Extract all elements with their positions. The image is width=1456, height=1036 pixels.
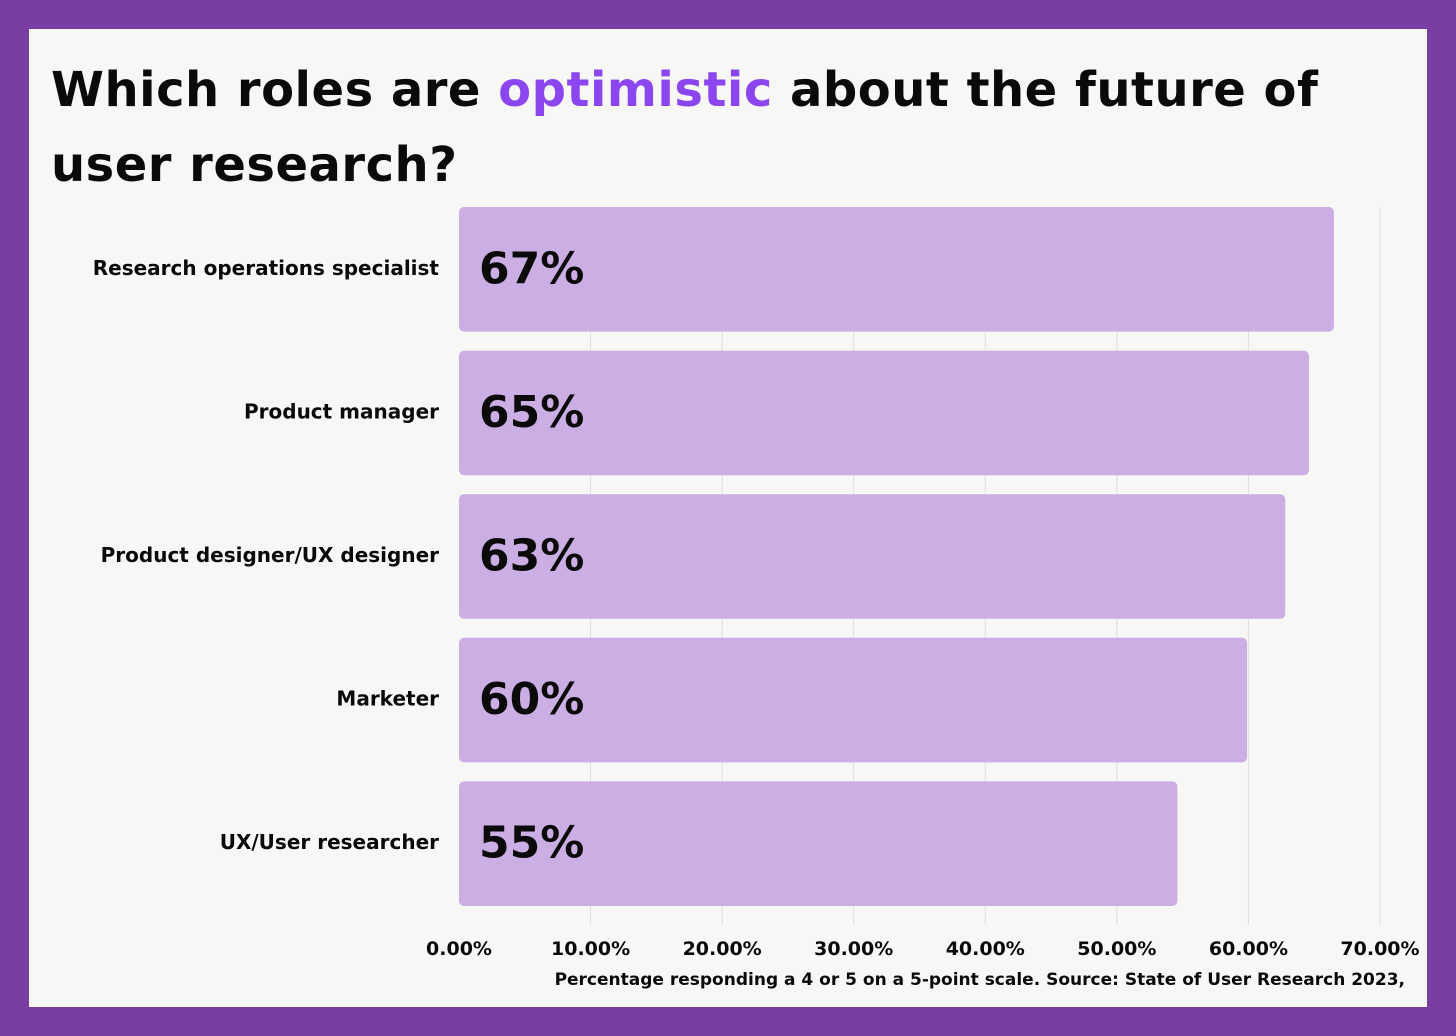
x-tick-label: 20.00%: [683, 938, 762, 960]
bar: [459, 781, 1178, 906]
x-tick-label: 0.00%: [426, 938, 492, 960]
value-label: 63%: [479, 531, 584, 582]
title-accent-word: optimistic: [498, 62, 773, 118]
bar-chart: Research operations specialist 67% Product…: [93, 207, 1420, 960]
category-label: UX/User researcher: [220, 830, 439, 854]
x-tick-label: 30.00%: [814, 938, 893, 960]
bar: [459, 494, 1286, 619]
value-label: 65%: [479, 387, 584, 438]
x-tick-label: 60.00%: [1209, 938, 1288, 960]
x-tick-label: 50.00%: [1077, 938, 1156, 960]
title-text-start: Which roles are: [51, 62, 499, 118]
title-text-end: about the future of user research?: [51, 62, 1319, 193]
bar: [459, 350, 1309, 476]
chart-title: Which roles are optimistic about the fut…: [51, 53, 1381, 203]
bar: [459, 207, 1334, 332]
x-tick-label: 40.00%: [946, 938, 1025, 960]
category-label: Research operations specialist: [93, 256, 440, 280]
category-label: Marketer: [336, 687, 439, 711]
value-label: 60%: [479, 674, 584, 725]
chart-footnote: Percentage responding a 4 or 5 on a 5-po…: [554, 970, 1405, 990]
x-tick-label: 70.00%: [1340, 938, 1419, 960]
chart-card: Which roles are optimistic about the fut…: [29, 29, 1427, 1007]
category-label: Product manager: [244, 399, 439, 423]
bar: [459, 637, 1248, 763]
value-label: 67%: [479, 243, 584, 294]
category-label: Product designer/UX designer: [101, 543, 440, 567]
x-tick-label: 10.00%: [551, 938, 630, 960]
value-label: 55%: [479, 818, 584, 869]
